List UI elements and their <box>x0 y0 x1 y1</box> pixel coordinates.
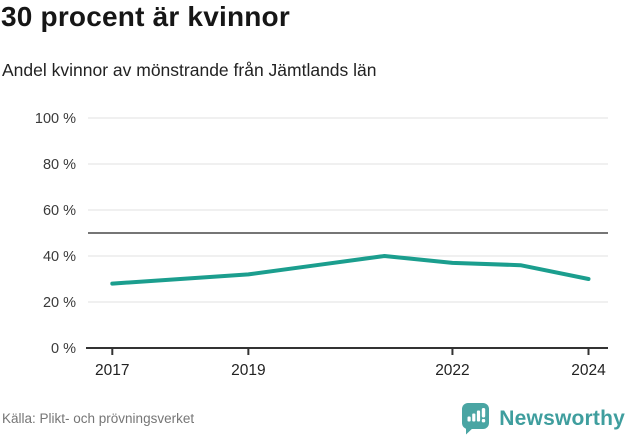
y-axis-tick-label: 100 % <box>35 111 76 127</box>
y-axis-tick-label: 80 % <box>43 157 76 173</box>
chart-subtitle: Andel kvinnor av mönstrande från Jämtlan… <box>2 60 377 80</box>
x-axis-tick-label: 2024 <box>571 362 606 379</box>
y-axis-tick-label: 40 % <box>43 249 76 265</box>
newsworthy-bar-chart-bubble-icon <box>462 403 490 435</box>
y-axis-tick-label: 0 % <box>51 341 76 357</box>
y-axis-tick-label: 20 % <box>43 295 76 311</box>
newsworthy-logo: Newsworthy <box>461 402 625 435</box>
y-axis-tick-label: 60 % <box>43 203 76 219</box>
brand-name: Newsworthy <box>499 406 625 430</box>
x-axis-tick-label: 2017 <box>95 362 129 379</box>
x-axis-tick-label: 2022 <box>435 362 469 379</box>
data-series-line <box>110 254 591 286</box>
line-chart: 0 % 20 % 40 % 60 % 80 % 100 % 2017 2019 2022 2024 <box>35 111 608 379</box>
x-axis-tick-label: 2019 <box>231 362 265 379</box>
page-title: 30 procent är kvinnor <box>1 1 290 32</box>
source-note: Källa: Plikt- och prövningsverket <box>2 411 195 426</box>
